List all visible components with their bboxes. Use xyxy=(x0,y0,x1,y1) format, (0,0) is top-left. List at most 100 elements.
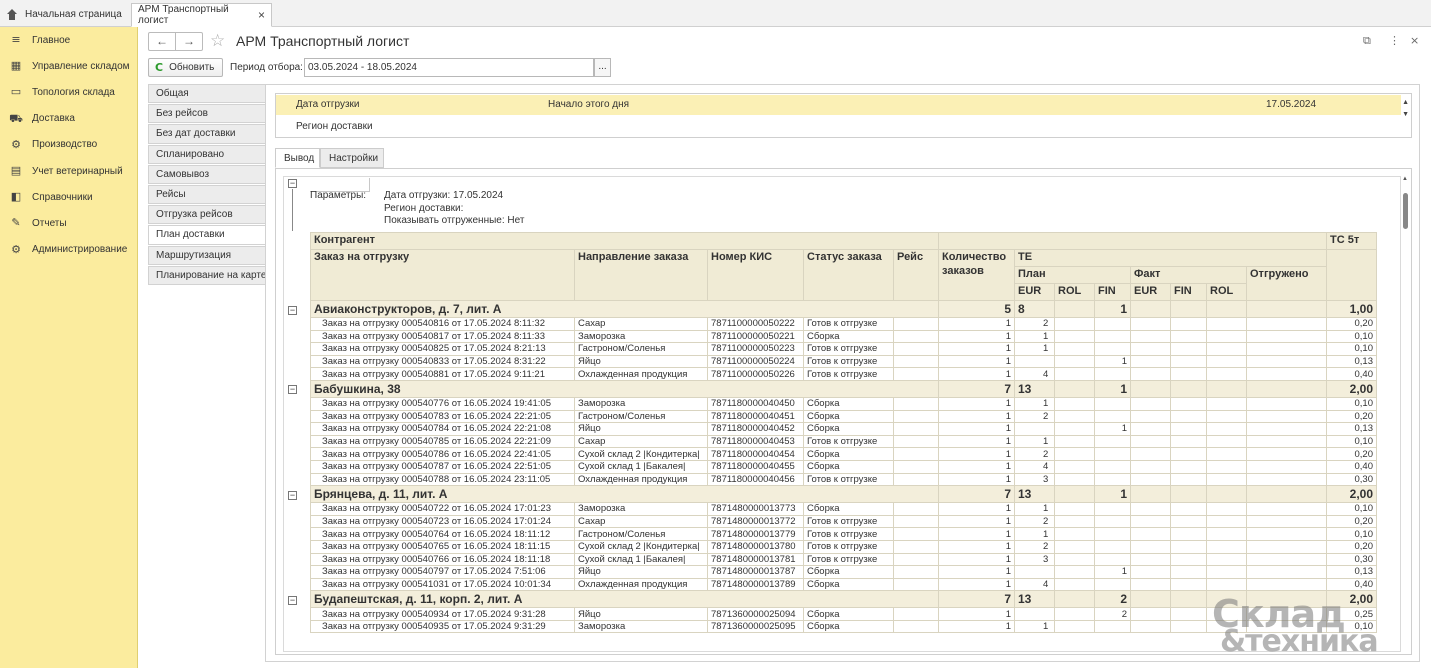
table-cell xyxy=(1246,539,1327,554)
table-row[interactable]: Заказ на отгрузку 000540776 от 16.05.202… xyxy=(310,396,1377,411)
table-row[interactable]: Заказ на отгрузку 000540788 от 16.05.202… xyxy=(310,472,1377,487)
table-row[interactable]: Заказ на отгрузку 000540786 от 16.05.202… xyxy=(310,447,1377,461)
report-nav-item[interactable]: Рейсы xyxy=(148,184,266,205)
sidebar-item[interactable]: ⚙ Администрирование xyxy=(0,237,137,263)
table-row[interactable]: Заказ на отгрузку 000540881 от 17.05.202… xyxy=(310,367,1377,381)
table-cell: 1 xyxy=(938,514,1015,529)
table-row[interactable]: Заказ на отгрузку 000541031 от 17.05.202… xyxy=(310,577,1377,592)
favorite-star-icon[interactable]: ☆ xyxy=(210,31,226,51)
table-cell: 1 xyxy=(938,329,1015,344)
tab-settings[interactable]: Настройки xyxy=(320,148,384,168)
table-cell: ROL xyxy=(1206,283,1247,301)
period-select-button[interactable]: ... xyxy=(594,58,611,77)
table-cell: ТС 5т xyxy=(1326,232,1377,250)
table-row[interactable]: Заказ на отгрузку 000540784 от 16.05.202… xyxy=(310,422,1377,436)
tab-active-label: АРМ Транспортный логист xyxy=(138,4,229,26)
table-cell xyxy=(1206,590,1247,609)
more-icon[interactable]: ⋮ xyxy=(1389,34,1400,47)
collapse-group-icon[interactable]: − xyxy=(288,594,297,605)
table-cell xyxy=(1206,619,1247,634)
table-cell: Заказ на отгрузку 000540722 от 16.05.202… xyxy=(310,502,575,516)
table-row[interactable]: Заказ на отгрузку 000540723 от 16.05.202… xyxy=(310,514,1377,529)
table-cell xyxy=(1054,367,1095,381)
table-row[interactable]: Заказ на отгрузку 000540783 от 16.05.202… xyxy=(310,409,1377,424)
report-nav-item[interactable]: Маршрутизация xyxy=(148,245,266,265)
sidebar-item[interactable]: ⚙ Производство xyxy=(0,132,137,158)
table-row[interactable]: Заказ на отгрузку 000540765 от 16.05.202… xyxy=(310,539,1377,554)
report-nav-item[interactable]: Без рейсов xyxy=(148,104,266,124)
tab-output[interactable]: Вывод xyxy=(275,148,320,168)
table-cell: 1 xyxy=(1014,329,1055,344)
back-arrow-icon[interactable]: ← xyxy=(156,34,168,48)
report-nav-item[interactable]: Общая xyxy=(148,84,266,104)
table-cell xyxy=(1130,300,1171,318)
table-cell: Гастроном/Соленья xyxy=(574,342,708,356)
table-row[interactable]: Заказ на отгрузку 000540766 от 16.05.202… xyxy=(310,552,1377,567)
table-cell: 0,10 xyxy=(1326,342,1377,356)
group-row: Бабушкина, 38 7 13 1 2,00 xyxy=(310,379,1377,398)
refresh-button[interactable]: C Обновить xyxy=(148,58,223,77)
filter-row[interactable]: Дата отгрузки Начало этого дня 17.05.202… xyxy=(276,95,1401,115)
sidebar-item[interactable]: ✎ Отчеты xyxy=(0,210,137,236)
report-nav-item[interactable]: Спланировано xyxy=(148,144,266,164)
table-cell: 0,30 xyxy=(1326,552,1377,567)
table-row[interactable]: Заказ на отгрузку 000540817 от 17.05.202… xyxy=(310,329,1377,344)
report-nav-item[interactable]: Отгрузка рейсов xyxy=(148,205,266,225)
table-cell: Сборка xyxy=(803,459,894,474)
report-scrollbar[interactable]: ▲ xyxy=(1402,176,1409,650)
table-cell xyxy=(1170,502,1207,516)
collapse-params-icon[interactable]: − xyxy=(288,178,297,188)
table-row[interactable]: Заказ на отгрузку 000540825 от 17.05.202… xyxy=(310,342,1377,356)
table-cell xyxy=(893,527,939,541)
table-row[interactable]: Заказ на отгрузку 000540764 от 16.05.202… xyxy=(310,527,1377,541)
report-nav-item[interactable]: Без дат доставки xyxy=(148,124,266,144)
table-row[interactable]: Заказ на отгрузку 000540816 от 17.05.202… xyxy=(310,317,1377,331)
collapse-group-icon[interactable]: − xyxy=(288,384,297,395)
scroll-up-icon[interactable]: ▲ xyxy=(1402,176,1408,182)
report-nav-item[interactable]: Планирование на карте xyxy=(148,265,266,285)
table-cell xyxy=(893,459,939,474)
sidebar-item[interactable]: ▭ Топология склада xyxy=(0,79,137,105)
link-icon[interactable]: ⧉ xyxy=(1363,34,1371,47)
sidebar-item[interactable]: ▦ Управление складом xyxy=(0,53,137,79)
forward-arrow-icon[interactable]: → xyxy=(175,33,202,50)
table-row[interactable]: Заказ на отгрузку 000540722 от 16.05.202… xyxy=(310,502,1377,516)
collapse-group-icon[interactable]: − xyxy=(288,304,297,315)
table-cell: Заказ на отгрузку 000540797 от 17.05.202… xyxy=(310,565,575,579)
collapse-group-icon[interactable]: − xyxy=(288,489,297,500)
table-cell: 0,10 xyxy=(1326,619,1377,634)
scroll-thumb[interactable] xyxy=(1403,193,1408,229)
table-row[interactable]: Заказ на отгрузку 000540935 от 17.05.202… xyxy=(310,619,1377,634)
table-row[interactable]: Заказ на отгрузку 000540797 от 17.05.202… xyxy=(310,565,1377,579)
sidebar-item[interactable]: ◧ Справочники xyxy=(0,184,137,210)
filter-row[interactable]: Регион доставки xyxy=(276,117,1401,137)
sidebar-item[interactable]: ≡ Главное xyxy=(0,27,137,53)
table-cell: 1 xyxy=(938,539,1015,554)
sidebar-item-label: Управление складом xyxy=(32,60,130,72)
close-tab-icon[interactable]: × xyxy=(257,8,265,22)
table-cell xyxy=(1130,342,1171,356)
table-cell xyxy=(893,354,939,369)
sidebar-item[interactable]: ▤ Учет ветеринарный xyxy=(0,158,137,184)
table-row[interactable]: Заказ на отгрузку 000540785 от 16.05.202… xyxy=(310,434,1377,449)
table-row[interactable]: Заказ на отгрузку 000540934 от 17.05.202… xyxy=(310,607,1377,621)
filter-scroll-icon[interactable]: ▲ ▼ xyxy=(1402,99,1409,118)
sidebar-item[interactable]: ⛟ Доставка xyxy=(0,106,137,132)
table-cell: 1 xyxy=(1014,502,1055,516)
tab-home[interactable]: Начальная страница xyxy=(6,3,122,26)
table-cell xyxy=(1246,577,1327,592)
table-cell xyxy=(1094,502,1131,516)
table-row[interactable]: Заказ на отгрузку 000540833 от 17.05.202… xyxy=(310,354,1377,369)
period-input[interactable]: 03.05.2024 - 18.05.2024 xyxy=(304,58,594,77)
close-window-icon[interactable]: × xyxy=(1410,34,1420,47)
report-nav-item[interactable]: Самовывоз xyxy=(148,164,266,185)
tab-transport-logist[interactable]: АРМ Транспортный логист × xyxy=(131,3,272,27)
table-row[interactable]: Заказ на отгрузку 000540787 от 16.05.202… xyxy=(310,459,1377,474)
table-cell: 1,00 xyxy=(1326,300,1377,318)
table-header-row: Заказ на отгрузку Направление заказа Номер… xyxy=(310,249,1377,301)
table-cell: 0,40 xyxy=(1326,577,1377,592)
table-cell xyxy=(1170,354,1207,369)
table-cell: 7871100000050224 xyxy=(707,354,804,369)
table-cell: 7871480000013789 xyxy=(707,577,804,592)
report-nav-item[interactable]: План доставки xyxy=(148,225,266,245)
